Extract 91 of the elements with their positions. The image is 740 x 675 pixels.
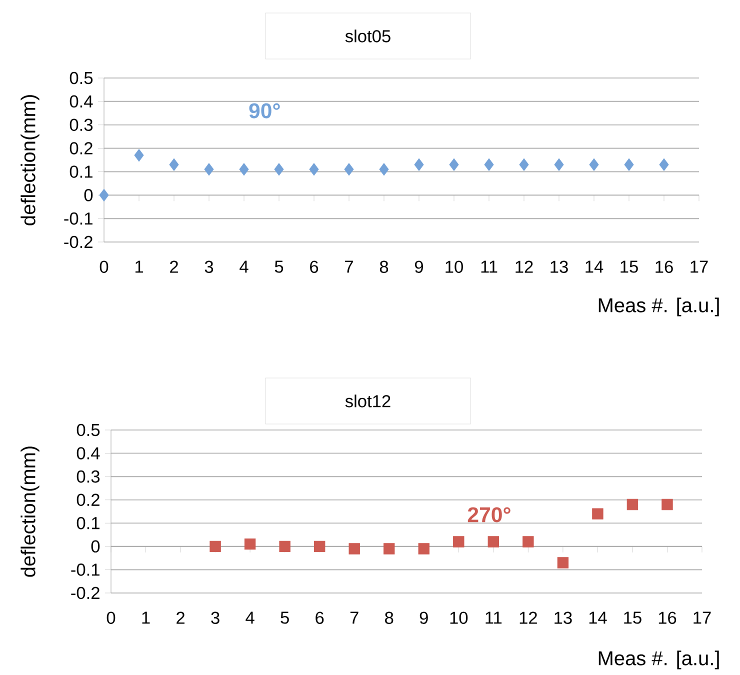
x-axis-title: Meas #. [a.u.]: [598, 650, 719, 670]
point: [244, 538, 256, 550]
point: [348, 543, 360, 554]
y-tick-label: 0.2: [70, 142, 92, 154]
y-tick-label: -0.2: [71, 586, 100, 600]
x-tick-label: 17: [690, 260, 708, 273]
x-tick-label: 14: [586, 260, 604, 273]
y-tick-label: 0.5: [76, 424, 100, 436]
point: [169, 158, 179, 171]
x-tick-label: 13: [550, 260, 568, 273]
x-tick-label: 0: [106, 612, 116, 624]
x-axis-title: Meas #. [a.u.]: [598, 298, 719, 316]
point: [344, 163, 354, 176]
y-axis-title: deflection(mm): [20, 446, 40, 577]
point: [592, 508, 604, 520]
x-tick-label: 10: [446, 260, 463, 273]
y-tick-label: 0.5: [70, 72, 93, 84]
y-tick-label: 0.2: [76, 494, 100, 506]
point: [274, 163, 284, 176]
text: 90°: [249, 103, 280, 118]
point: [624, 158, 634, 171]
y-tick-label: -0.2: [64, 236, 92, 248]
y-tick-label: 0.1: [76, 516, 100, 530]
y-tick-label: -0.1: [71, 564, 100, 576]
x-tick-label: 15: [620, 260, 638, 273]
x-tick-label: 8: [380, 260, 388, 273]
x-tick-label: 6: [310, 260, 318, 273]
x-tick-label: 10: [450, 612, 468, 624]
point: [484, 158, 494, 171]
point: [522, 536, 534, 548]
x-tick-label: 15: [624, 612, 642, 624]
point: [384, 543, 395, 554]
point: [204, 163, 214, 176]
x-tick-label: 1: [136, 260, 143, 273]
point: [626, 498, 638, 510]
point: [309, 163, 319, 176]
point: [210, 540, 221, 552]
point: [414, 158, 424, 171]
x-tick-label: 9: [414, 260, 424, 273]
y-tick-label: 0.1: [70, 166, 92, 178]
x-tick-label: 5: [274, 260, 284, 273]
y-tick-label: 0: [91, 540, 100, 553]
x-tick-label: 7: [345, 260, 353, 273]
point: [659, 158, 669, 171]
x-tick-label: 17: [694, 612, 711, 624]
y-tick-label: 0.3: [70, 118, 93, 131]
point: [379, 163, 389, 176]
y-tick-label: -0.1: [64, 212, 92, 225]
y-tick-label: 0: [84, 188, 93, 202]
x-tick-label: 11: [481, 260, 498, 273]
x-tick-label: 4: [246, 612, 254, 624]
x-tick-label: 6: [316, 612, 324, 624]
x-tick-label: 2: [170, 260, 178, 273]
x-tick-label: 12: [516, 260, 533, 273]
x-tick-label: 7: [350, 612, 358, 624]
x-tick-label: 0: [100, 260, 108, 273]
x-tick-label: 9: [420, 612, 428, 624]
x-tick-label: 16: [656, 260, 673, 273]
y-axis-title: deflection(mm): [20, 95, 40, 226]
chart-title: slot05: [345, 30, 390, 42]
x-tick-label: 13: [554, 612, 572, 624]
point: [519, 158, 529, 171]
x-tick-label: 8: [385, 612, 394, 624]
x-tick-label: 4: [240, 260, 248, 273]
x-tick-label: 5: [280, 612, 289, 624]
x-tick-label: 14: [589, 612, 607, 624]
point: [488, 536, 500, 548]
point: [589, 158, 599, 171]
y-tick-label: 0.3: [76, 470, 100, 483]
x-tick-label: 3: [211, 612, 220, 624]
x-tick-label: 16: [658, 612, 676, 624]
x-tick-label: 3: [204, 260, 214, 273]
x-tick-label: 1: [142, 612, 150, 624]
x-tick-label: 12: [520, 612, 537, 624]
y-tick-label: 0.4: [70, 95, 93, 108]
y-tick-label: 0.4: [76, 447, 100, 460]
point: [239, 163, 249, 176]
point: [418, 543, 430, 554]
point: [453, 536, 464, 548]
point: [662, 498, 673, 510]
point: [557, 557, 569, 568]
x-tick-label: 2: [176, 612, 184, 624]
point: [449, 158, 459, 171]
point: [279, 540, 290, 552]
series-label: 270°: [468, 507, 510, 522]
point: [99, 188, 109, 202]
point: [554, 158, 564, 171]
point: [314, 540, 326, 552]
point: [134, 149, 144, 162]
chart-title: slot12: [345, 394, 390, 408]
x-tick-label: 11: [486, 612, 502, 624]
